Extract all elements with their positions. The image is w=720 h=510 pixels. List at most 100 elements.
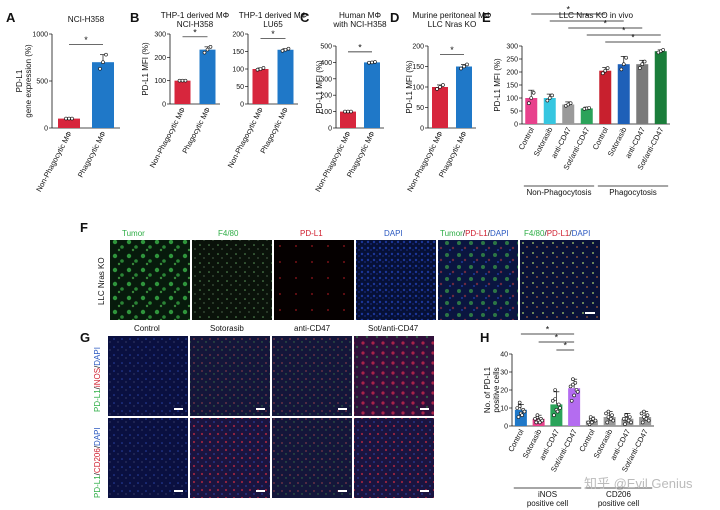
bar — [636, 64, 649, 124]
g-scale-bar-5 — [174, 490, 183, 492]
data-point — [550, 93, 554, 98]
y-tick-label: 1000 — [32, 32, 48, 39]
g-scale-bar-2 — [256, 408, 265, 410]
y-tick-label: 50 — [510, 109, 518, 116]
data-point — [605, 66, 610, 70]
significance-star: * — [631, 33, 635, 43]
data-point — [258, 67, 263, 71]
y-tick-label: 200 — [506, 70, 518, 77]
bar — [568, 388, 581, 426]
y-tick-label: 500 — [320, 44, 332, 51]
x-tick-label: Control — [517, 125, 536, 151]
data-point — [644, 416, 649, 421]
data-point — [591, 416, 595, 421]
bar — [603, 417, 616, 426]
y-tick-label: 0 — [328, 126, 332, 133]
data-point — [538, 420, 542, 425]
f-header-dapi: DAPI — [384, 229, 403, 238]
y-tick-label: 300 — [320, 76, 332, 83]
y-tick-label: 300 — [154, 32, 166, 39]
x-tick-label: Non-Phagocytic MΦ — [313, 130, 353, 194]
significance-star: * — [193, 27, 197, 37]
data-point — [177, 78, 182, 83]
data-point — [367, 60, 371, 65]
data-point — [531, 91, 536, 95]
g-scale-bar-6 — [256, 490, 265, 492]
y-tick-label: 100 — [412, 85, 424, 92]
f-scale-bar — [585, 312, 595, 314]
y-tick-label: 300 — [506, 44, 518, 51]
panel-letter-e: E — [482, 10, 491, 25]
x-tick-label: Non-Phagocytic MΦ — [148, 106, 188, 170]
g-image-r2-control — [108, 418, 188, 498]
bar — [562, 104, 575, 124]
y-tick-label: 100 — [506, 96, 518, 103]
significance-star: * — [622, 26, 626, 36]
data-point — [522, 409, 527, 414]
data-point — [101, 60, 105, 65]
y-tick-label: 20 — [500, 388, 508, 395]
data-point — [180, 78, 185, 83]
panel-letter-d: D — [390, 10, 399, 25]
panel-f-images: Tumor F4/80 PD-L1 DAPI Tumor/PD-L1/DAPI … — [97, 229, 600, 320]
data-point — [553, 397, 557, 401]
f-image-merge1 — [438, 240, 518, 320]
g-col-sotorasib: Sotorasib — [210, 324, 244, 333]
data-point — [621, 62, 626, 66]
data-point — [438, 85, 442, 89]
bar — [340, 111, 356, 128]
chart-a: NCI-H358 PD-L1gene expression (%) 0 500 1000… — [15, 15, 120, 193]
data-point — [626, 418, 631, 423]
panel-letter-h: H — [480, 330, 489, 345]
data-point — [547, 96, 552, 100]
data-point — [646, 418, 651, 423]
g-row2-label: PD-L1/CD206/DAPI — [93, 427, 102, 498]
y-tick-label: 0 — [514, 122, 518, 129]
g-scale-bar-1 — [174, 408, 183, 410]
data-point — [373, 60, 377, 64]
data-point — [535, 413, 540, 418]
data-point — [183, 78, 188, 83]
g-image-r1-anticd47 — [272, 336, 352, 416]
data-point — [639, 411, 644, 416]
data-point — [619, 67, 624, 72]
f-image-merge2 — [520, 240, 600, 320]
y-tick-label: 200 — [412, 44, 424, 51]
f-image-dapi — [356, 240, 436, 320]
data-point — [571, 382, 575, 387]
g-image-r2-sotorasib — [190, 418, 270, 498]
data-point — [603, 68, 608, 73]
bar — [58, 118, 80, 128]
significance-star: * — [450, 45, 454, 55]
f-image-f480 — [192, 240, 272, 320]
g-col-anticd47: anti-CD47 — [294, 324, 331, 333]
data-point — [465, 62, 469, 67]
y-tick-label: 200 — [232, 32, 244, 39]
data-point — [627, 415, 632, 419]
significance-star: * — [358, 42, 362, 52]
f-header-merge2: F4/80/PD-L1/DAPI — [524, 229, 590, 238]
f-header-pdl1: PD-L1 — [300, 229, 323, 238]
bar — [199, 49, 216, 104]
group-label: Phagocytosis — [609, 188, 657, 197]
data-point — [67, 116, 71, 121]
bar — [580, 108, 593, 124]
bar — [174, 80, 191, 104]
data-point — [261, 66, 266, 70]
chart-h: No. of PD-L1positive cells010203040Contr… — [483, 325, 654, 508]
panel-letter-a: A — [6, 10, 16, 25]
data-point — [550, 398, 555, 403]
data-point — [604, 411, 608, 416]
data-point — [606, 409, 611, 414]
significance-star: * — [84, 35, 88, 45]
bar — [617, 64, 630, 124]
significance-star: * — [585, 12, 589, 22]
data-point — [573, 380, 578, 385]
f-header-f480: F4/80 — [218, 229, 239, 238]
data-point — [343, 109, 347, 114]
group-label: Non-Phagocytosis — [527, 188, 592, 197]
data-point — [552, 413, 556, 418]
data-point — [556, 402, 561, 407]
chart-e: LLC Nras KO in vivo PD-L1 MFI (%) 0 50 100 15… — [493, 5, 670, 197]
data-point — [558, 406, 562, 410]
